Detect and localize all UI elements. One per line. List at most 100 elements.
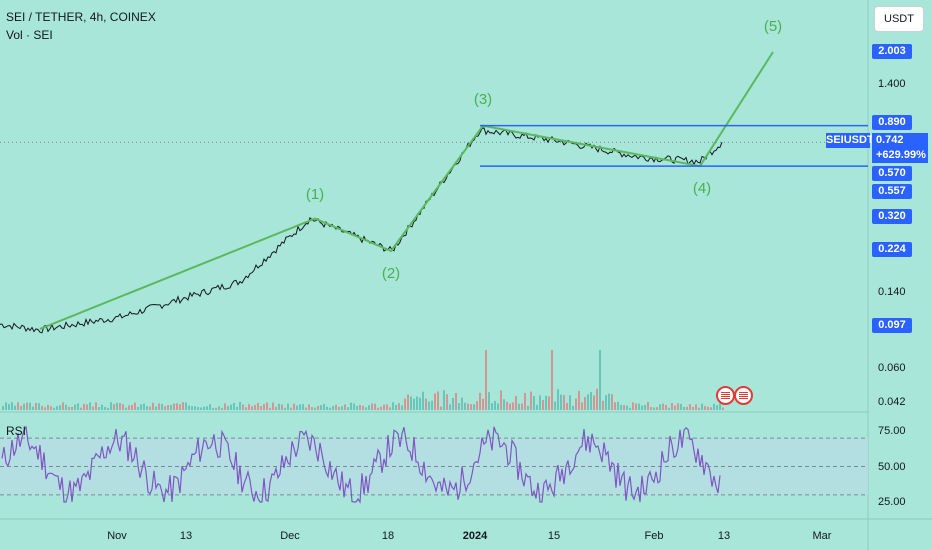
volume-bar bbox=[89, 402, 91, 410]
volume-bar bbox=[104, 406, 106, 410]
volume-bar bbox=[677, 403, 679, 410]
volume-bar bbox=[344, 404, 346, 410]
wave-label-2: (2) bbox=[381, 265, 401, 282]
volume-bar bbox=[158, 403, 160, 410]
volume-bar bbox=[596, 388, 598, 410]
us-flag-icon[interactable] bbox=[734, 386, 753, 405]
volume-bar bbox=[503, 399, 505, 410]
volume-bar bbox=[287, 403, 289, 410]
volume-bar bbox=[599, 350, 601, 410]
currency-button[interactable]: USDT bbox=[874, 6, 924, 32]
volume-bar bbox=[494, 400, 496, 410]
volume-bar bbox=[419, 397, 421, 410]
volume-bar bbox=[302, 404, 304, 410]
price-box-channel-top: 0.890 bbox=[872, 115, 912, 130]
volume-bar bbox=[713, 403, 715, 410]
volume-bar bbox=[56, 406, 58, 410]
x-tick: 13 bbox=[717, 530, 731, 542]
volume-bar bbox=[680, 403, 682, 410]
volume-bar bbox=[614, 402, 616, 410]
volume-bar bbox=[275, 406, 277, 410]
volume-bar bbox=[269, 407, 271, 410]
volume-bar bbox=[119, 403, 121, 410]
volume-bar bbox=[401, 405, 403, 410]
wave-label-1: (1) bbox=[305, 186, 325, 203]
rsi-tick: 75.00 bbox=[878, 425, 906, 437]
volume-bar bbox=[593, 395, 595, 410]
volume-bar bbox=[638, 403, 640, 410]
volume-bar bbox=[407, 394, 409, 410]
volume-bar bbox=[560, 394, 562, 410]
volume-bar bbox=[704, 406, 706, 410]
volume-bar bbox=[437, 391, 439, 410]
x-tick: Mar bbox=[812, 530, 832, 542]
price-box-base: 0.097 bbox=[872, 318, 912, 333]
us-flag-icon[interactable] bbox=[716, 386, 735, 405]
volume-bar bbox=[722, 407, 724, 410]
volume-bar bbox=[182, 402, 184, 410]
symbol-tag[interactable]: SEIUSDT bbox=[826, 133, 874, 148]
price-box-wave1: 0.320 bbox=[872, 209, 912, 224]
price-line bbox=[0, 127, 723, 334]
volume-bar bbox=[701, 403, 703, 410]
volume-bar bbox=[167, 405, 169, 410]
volume-bar bbox=[83, 403, 85, 410]
volume-bar bbox=[575, 398, 577, 410]
volume-bar bbox=[149, 406, 151, 410]
x-tick: 2024 bbox=[462, 530, 488, 542]
volume-bar bbox=[92, 406, 94, 410]
volume-bar bbox=[446, 394, 448, 410]
volume-bar bbox=[284, 407, 286, 410]
volume-bar bbox=[137, 407, 139, 410]
volume-bar bbox=[563, 395, 565, 410]
volume-bar bbox=[206, 406, 208, 410]
volume-bar bbox=[464, 402, 466, 410]
volume-bar bbox=[14, 405, 16, 410]
volume-bar bbox=[110, 402, 112, 410]
price-tick: 0.060 bbox=[878, 362, 906, 374]
wave-label-4: (4) bbox=[692, 180, 712, 197]
volume-bar bbox=[329, 407, 331, 410]
x-tick: 15 bbox=[547, 530, 561, 542]
x-tick: 13 bbox=[179, 530, 193, 542]
volume-bar bbox=[452, 397, 454, 410]
volume-bar bbox=[293, 403, 295, 410]
volume-bar bbox=[332, 406, 334, 410]
volume-bar bbox=[692, 406, 694, 410]
volume-bar bbox=[299, 404, 301, 410]
volume-bar bbox=[584, 397, 586, 410]
volume-bar bbox=[650, 406, 652, 410]
volume-bar bbox=[524, 393, 526, 410]
volume-bar bbox=[125, 407, 127, 410]
volume-bar bbox=[443, 390, 445, 410]
volume-bar bbox=[20, 405, 22, 410]
volume-bar bbox=[173, 403, 175, 410]
volume-bar bbox=[608, 393, 610, 410]
volume-bar bbox=[134, 402, 136, 410]
volume-bar bbox=[467, 403, 469, 410]
volume-bar bbox=[473, 404, 475, 410]
rsi-tick: 25.00 bbox=[878, 496, 906, 508]
volume-bar bbox=[380, 406, 382, 410]
volume-bar bbox=[449, 404, 451, 410]
volume-bar bbox=[536, 404, 538, 410]
volume-bar bbox=[485, 350, 487, 410]
x-tick: 18 bbox=[381, 530, 395, 542]
volume-bar bbox=[578, 390, 580, 410]
volume-bar bbox=[698, 407, 700, 410]
volume-bar bbox=[17, 402, 19, 410]
volume-bar bbox=[188, 405, 190, 410]
volume-bar bbox=[497, 403, 499, 410]
volume-bar bbox=[719, 403, 721, 410]
volume-bar bbox=[272, 402, 274, 410]
volume-bar bbox=[545, 395, 547, 410]
volume-bar bbox=[74, 404, 76, 410]
volume-bar bbox=[644, 404, 646, 410]
volume-bar bbox=[227, 405, 229, 410]
volume-bar bbox=[602, 400, 604, 410]
volume-bar bbox=[551, 350, 553, 410]
volume-bar bbox=[215, 407, 217, 410]
volume-bar bbox=[581, 402, 583, 410]
